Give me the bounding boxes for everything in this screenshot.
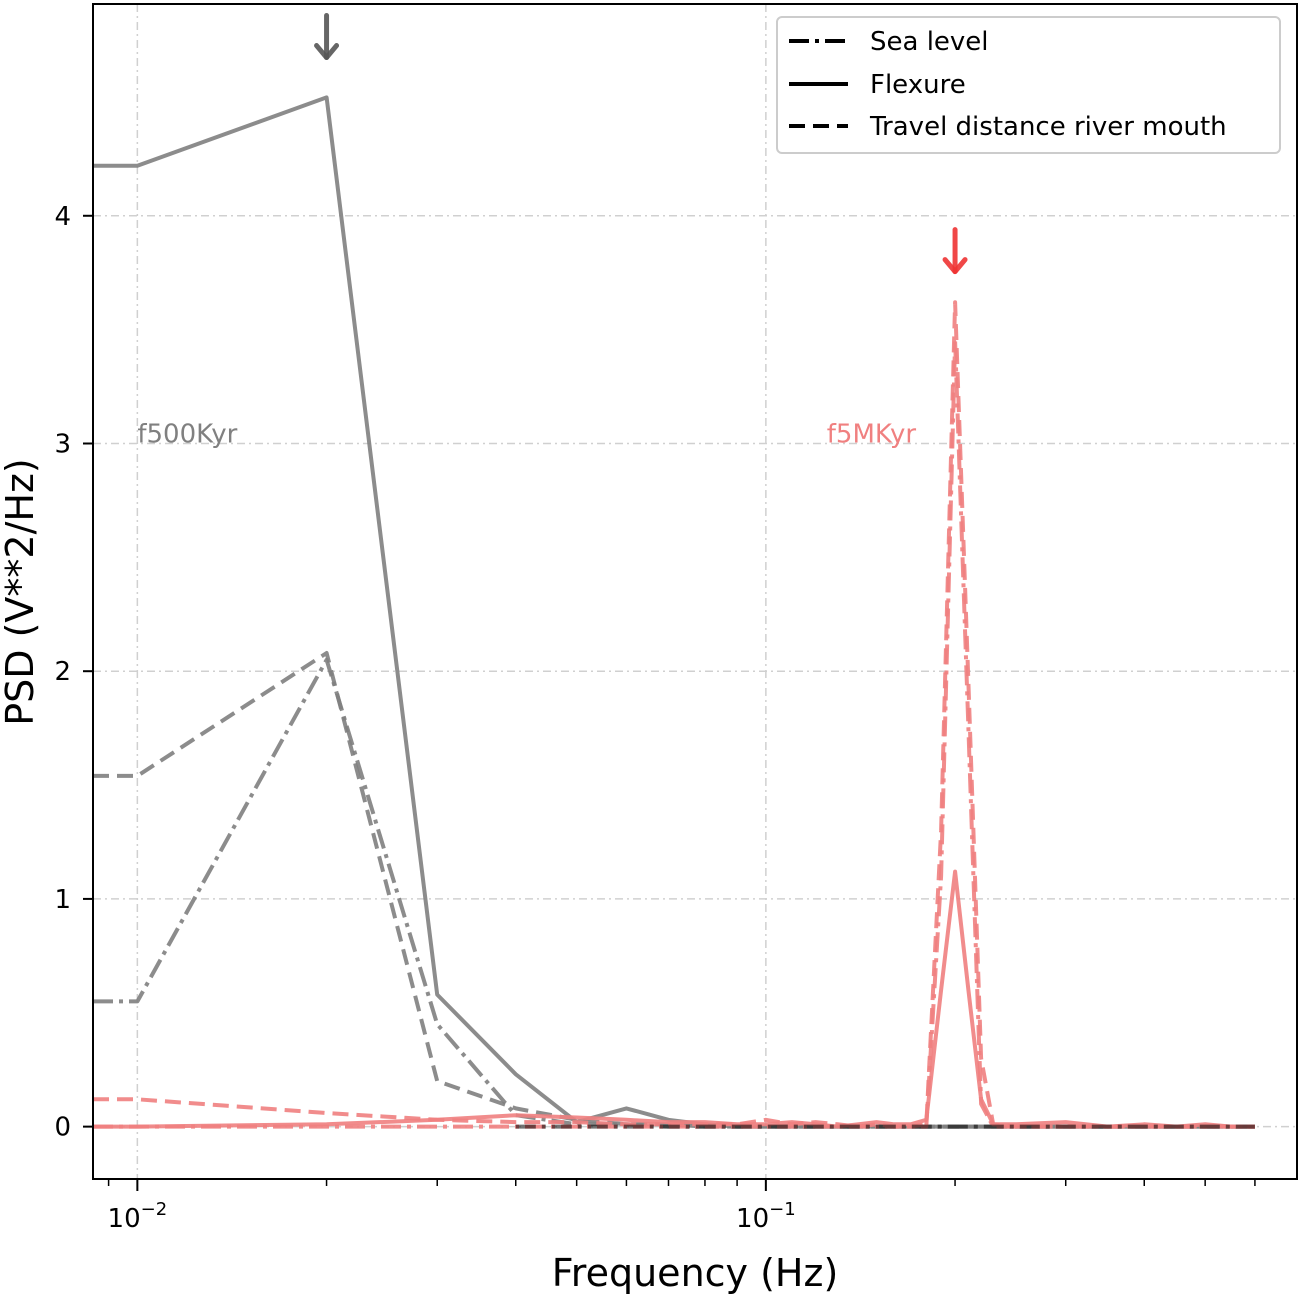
plot-frame [92, 3, 1298, 1180]
legend: Sea level Flexure Travel distance river … [776, 16, 1281, 154]
peak-arrow-icon [314, 13, 340, 61]
y-tick-label: 4 [54, 202, 71, 232]
y-tick-label: 0 [54, 1113, 71, 1143]
x-tick-exponent: −1 [769, 1199, 796, 1220]
y-tick-label: 2 [54, 657, 71, 687]
x-axis: 10−2 10−1 [108, 1179, 1256, 1234]
x-tick-label: 10−2 [108, 1199, 168, 1234]
peak-arrow-head [314, 43, 340, 61]
annotation-label: f500Kyr [137, 419, 237, 449]
x-tick-label: 10−1 [736, 1199, 796, 1234]
x-axis-label: Frequency (Hz) [552, 1251, 839, 1295]
x-tick-base: 10 [108, 1204, 141, 1234]
legend-label-sea-level: Sea level [870, 27, 989, 57]
legend-label-travel-distance: Travel distance river mouth [869, 112, 1227, 142]
y-tick-label: 3 [54, 429, 71, 459]
y-axis: 0 1 2 3 4 [54, 202, 93, 1143]
peak-arrow-head [942, 257, 968, 275]
legend-box [776, 16, 1281, 154]
annotations: f500Kyr f5MKyr [137, 13, 968, 449]
peak-arrow-icon [942, 227, 968, 275]
x-tick-base: 10 [736, 1204, 769, 1234]
y-axis-label: PSD (V**2/Hz) [0, 458, 42, 726]
annotation-label: f5MKyr [827, 419, 917, 449]
x-tick-exponent: −2 [141, 1199, 168, 1220]
series-group [93, 95, 1255, 1129]
y-tick-label: 1 [54, 885, 71, 915]
legend-label-flexure: Flexure [870, 70, 966, 100]
